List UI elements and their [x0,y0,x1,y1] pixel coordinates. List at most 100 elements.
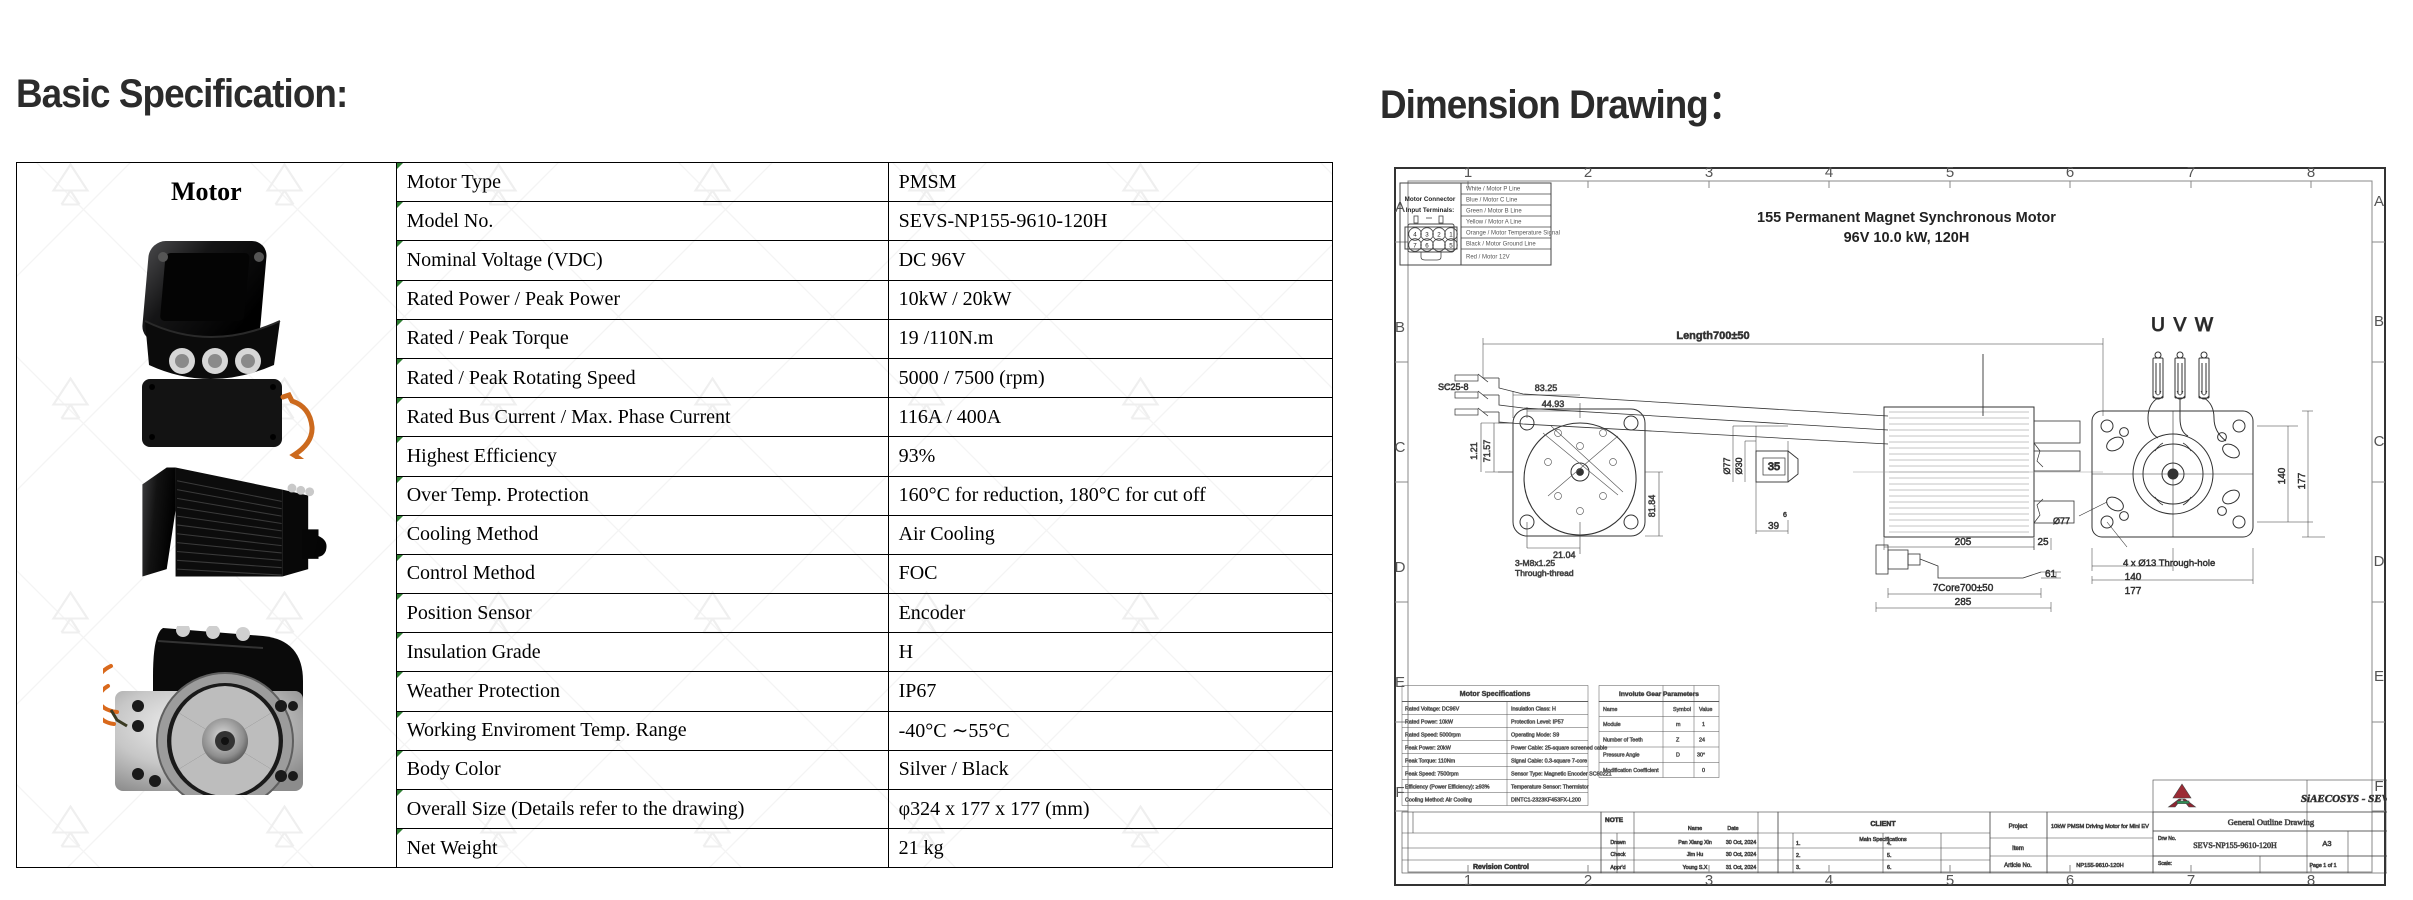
svg-text:A: A [2374,193,2384,210]
svg-text:3: 3 [1425,231,1429,238]
svg-text:Project: Project [2009,824,2028,830]
svg-text:Z: Z [1676,738,1680,744]
svg-text:Ø77: Ø77 [1722,457,1732,474]
svg-text:Efficiency (Power Efficiency):: Efficiency (Power Efficiency): ≥93% [1405,785,1490,791]
svg-text:D: D [1676,753,1680,759]
svg-text:Check: Check [1610,852,1625,858]
svg-text:Input Terminals:: Input Terminals: [1406,207,1455,214]
svg-text:C: C [2374,433,2385,450]
svg-text:5.: 5. [1887,853,1891,859]
svg-text:Jim Hu: Jim Hu [1687,852,1704,858]
svg-text:Signal Cable: 0.3-square 7-cor: Signal Cable: 0.3-square 7-core [1511,759,1587,765]
svg-text:Modification Coefficient: Modification Coefficient [1603,768,1659,774]
svg-text:140: 140 [2125,572,2142,583]
svg-text:Red / Motor 12V: Red / Motor 12V [1466,255,1510,261]
svg-text:D: D [1395,559,1406,576]
svg-text:Temperature Sensor: Thermistor: Temperature Sensor: Thermistor [1511,785,1589,791]
svg-text:Motor Connector: Motor Connector [1405,196,1456,203]
svg-text:71.57: 71.57 [1482,440,1492,463]
svg-text:7Core700±50: 7Core700±50 [1933,583,1994,594]
svg-text:1: 1 [1449,231,1453,238]
svg-text:Drawn: Drawn [1610,840,1625,846]
svg-text:4 x Ø13 Through-hole: 4 x Ø13 Through-hole [2123,558,2215,569]
svg-text:81.84: 81.84 [1647,495,1657,518]
svg-text:Module: Module [1603,722,1621,728]
svg-text:21.04: 21.04 [1553,550,1576,560]
svg-text:6: 6 [2066,872,2074,887]
svg-text:Orange / Motor Temperature Sig: Orange / Motor Temperature Signal [1466,231,1560,237]
svg-text:3: 3 [1705,166,1713,181]
svg-text:1.: 1. [1796,841,1800,847]
svg-text:Symbol: Symbol [1673,707,1691,713]
svg-text:Value: Value [1699,707,1712,713]
svg-text:1: 1 [1702,722,1705,728]
svg-text:6: 6 [1425,242,1429,249]
svg-text:10kW PMSM Driving Motor for Mi: 10kW PMSM Driving Motor for Mini EV [2051,824,2149,830]
svg-text:44.93: 44.93 [1542,399,1565,409]
svg-text:177: 177 [2297,472,2308,489]
svg-text:C: C [1395,439,1406,456]
svg-text:Young S.X: Young S.X [1683,865,1708,871]
svg-text:6: 6 [1783,512,1787,519]
svg-text:SC25-8: SC25-8 [1438,382,1469,392]
svg-text:3: 3 [1705,872,1713,887]
svg-text:25: 25 [2037,537,2049,548]
svg-text:DINTC1-2323KF453FX-L200: DINTC1-2323KF453FX-L200 [1511,798,1581,804]
svg-text:Ø77: Ø77 [2053,516,2070,526]
svg-text:2: 2 [1584,872,1592,887]
svg-text:Involute Gear Parameters: Involute Gear Parameters [1619,691,1699,698]
svg-text:4: 4 [1413,231,1417,238]
svg-text:2.: 2. [1796,853,1800,859]
svg-text:205: 205 [1955,537,1972,548]
svg-text:Name: Name [1688,826,1702,832]
svg-text:30 Oct, 2024: 30 Oct, 2024 [1726,840,1756,846]
svg-text:2: 2 [1584,166,1592,181]
svg-text:Black / Motor Ground Line: Black / Motor Ground Line [1466,242,1536,248]
svg-text:B: B [1395,319,1405,336]
svg-text:30 Oct, 2024: 30 Oct, 2024 [1726,852,1756,858]
svg-text:Power Cable: 25-square screene: Power Cable: 25-square screened cable [1511,746,1607,752]
svg-text:285: 285 [1955,597,1972,608]
svg-text:Peak Power: 20kW: Peak Power: 20kW [1405,746,1452,752]
svg-text:E: E [1395,674,1405,691]
svg-text:61: 61 [2045,569,2057,580]
svg-text:24: 24 [1699,738,1705,744]
svg-text:7: 7 [2187,166,2195,181]
svg-text:Name: Name [1603,707,1617,713]
svg-text:Operating Mode: S9: Operating Mode: S9 [1511,733,1559,739]
svg-text:1.21: 1.21 [1469,442,1479,460]
svg-text:m: m [1676,722,1681,728]
svg-text:Number of Teeth: Number of Teeth [1603,738,1643,744]
svg-text:Peak Speed: 7500rpm: Peak Speed: 7500rpm [1405,772,1459,778]
svg-text:Drw No.: Drw No. [2158,836,2176,842]
svg-text:SEVS-NP155-9610-120H: SEVS-NP155-9610-120H [2193,841,2277,850]
svg-text:V: V [2174,315,2187,336]
svg-text:E: E [2374,668,2384,685]
svg-text:6: 6 [2066,166,2074,181]
svg-text:7: 7 [1413,242,1417,249]
svg-text:4: 4 [1825,166,1833,181]
svg-text:Insulation Class: H: Insulation Class: H [1511,707,1556,713]
svg-text:0: 0 [1702,768,1705,774]
svg-text:35: 35 [1768,461,1780,473]
svg-text:30°: 30° [1697,753,1705,759]
svg-text:Yellow / Motor A Line: Yellow / Motor A Line [1466,220,1522,226]
svg-text:Length700±50: Length700±50 [1676,330,1749,342]
svg-text:Ø30: Ø30 [1734,457,1744,474]
svg-text:Rated Speed: 5000rpm: Rated Speed: 5000rpm [1405,733,1461,739]
svg-text:Through-thread: Through-thread [1515,568,1574,578]
svg-text:Rated Voltage: DC96V: Rated Voltage: DC96V [1405,707,1460,713]
svg-text:Page 1 of 1: Page 1 of 1 [2309,863,2336,869]
svg-text:8: 8 [2307,166,2315,181]
svg-text:Green / Motor B Line: Green / Motor B Line [1466,209,1522,215]
svg-text:Scale:: Scale: [2158,861,2172,867]
svg-text:5: 5 [1449,242,1453,249]
svg-text:140: 140 [2277,467,2288,484]
svg-text:31 Oct, 2024: 31 Oct, 2024 [1726,865,1756,871]
svg-text:1: 1 [1464,872,1472,887]
svg-text:39: 39 [1768,521,1780,532]
svg-text:Peak Torque: 110Nm: Peak Torque: 110Nm [1405,759,1456,765]
svg-text:NOTE: NOTE [1605,817,1624,824]
svg-text:83.25: 83.25 [1535,383,1558,393]
svg-text:NP155-9610-120H: NP155-9610-120H [2076,863,2123,869]
